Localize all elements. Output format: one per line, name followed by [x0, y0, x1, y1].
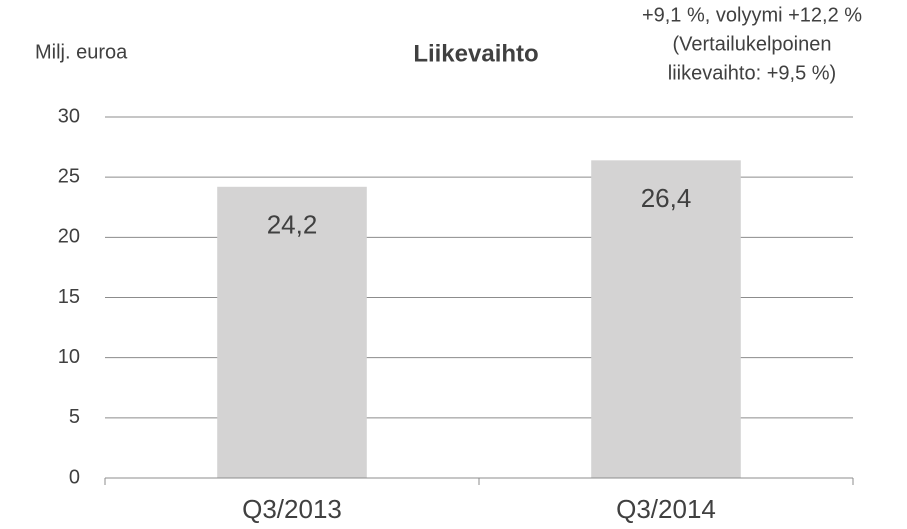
bar [591, 160, 741, 478]
y-tick-label: 10 [58, 346, 80, 368]
y-tick-label: 30 [58, 105, 80, 127]
y-axis-label: Milj. euroa [35, 41, 128, 63]
x-tick-label: Q3/2013 [242, 494, 342, 524]
bar [217, 186, 367, 478]
y-tick-label: 15 [58, 286, 80, 308]
chart-title: Liikevaihto [413, 40, 538, 67]
x-tick-label: Q3/2014 [616, 494, 716, 524]
annotation: (Vertailukelpoinen [673, 33, 832, 55]
annotation: +9,1 %, volyymi +12,2 % [642, 4, 862, 26]
y-tick-label: 5 [69, 406, 80, 428]
annotation: liikevaihto: +9,5 %) [668, 62, 836, 84]
y-tick-label: 20 [58, 226, 80, 248]
y-tick-label: 0 [69, 466, 80, 488]
y-tick-label: 25 [58, 165, 80, 187]
data-label: 26,4 [641, 183, 692, 213]
data-label: 24,2 [267, 210, 318, 240]
